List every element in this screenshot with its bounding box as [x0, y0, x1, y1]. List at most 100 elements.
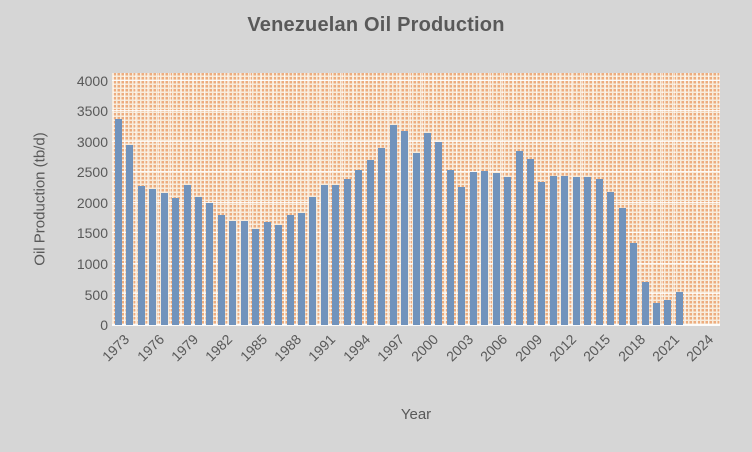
gridline-vertical [398, 73, 400, 325]
gridline-vertical [249, 73, 251, 325]
bar-1999 [412, 153, 420, 325]
bar-2008 [515, 150, 523, 325]
x-tick-label: 2021 [648, 331, 683, 365]
gridline-vertical [570, 73, 572, 325]
bar-2021 [664, 299, 672, 325]
gridline-vertical [490, 73, 492, 325]
gridline-vertical [330, 73, 332, 325]
bar-1988 [286, 214, 294, 325]
gridline-vertical [307, 73, 309, 325]
bar-1995 [366, 160, 374, 325]
plot-area [112, 73, 721, 325]
gridline-vertical [627, 73, 629, 325]
gridline-vertical [616, 73, 618, 325]
bar-1978 [172, 198, 180, 325]
gridline-vertical [604, 73, 606, 325]
bar-1981 [206, 202, 214, 325]
gridline-vertical [215, 73, 217, 325]
bar-2005 [481, 170, 489, 325]
bar-2020 [652, 303, 660, 325]
gridline-vertical [341, 73, 343, 325]
y-tick-label: 1500 [76, 225, 108, 242]
bar-1976 [149, 188, 157, 325]
gridline-vertical [639, 73, 641, 325]
y-tick-label: 3000 [76, 133, 108, 150]
bar-1974 [126, 144, 134, 325]
bar-1983 [229, 221, 237, 325]
x-tick-label: 1985 [236, 331, 271, 365]
gridline-vertical [444, 73, 446, 325]
bar-1989 [298, 213, 305, 325]
gridline-vertical [364, 73, 366, 325]
bar-2004 [469, 172, 477, 325]
bar-1982 [217, 214, 225, 325]
y-tick-label: 0 [100, 317, 108, 333]
bar-1977 [160, 192, 168, 325]
gridline-vertical [707, 73, 709, 325]
bar-1986 [263, 222, 271, 325]
gridline-vertical [501, 73, 503, 325]
gridline-vertical [650, 73, 652, 325]
bar-1984 [240, 220, 248, 325]
bar-2018 [630, 242, 638, 325]
gridline-vertical [410, 73, 412, 325]
bar-2002 [446, 169, 454, 325]
bar-1975 [137, 185, 145, 325]
gridline-vertical [421, 73, 423, 325]
gridline-horizontal [112, 79, 720, 81]
gridline-vertical [467, 73, 469, 325]
x-tick-label: 1982 [202, 331, 236, 365]
bar-1998 [401, 131, 409, 325]
bar-2011 [549, 176, 557, 325]
gridline-vertical [478, 73, 480, 325]
chart-title: Venezuelan Oil Production [247, 14, 505, 36]
gridline-vertical [387, 73, 389, 325]
gridline-vertical [593, 73, 595, 325]
gridline-vertical [204, 73, 206, 325]
gridline-vertical [124, 73, 126, 325]
bar-1979 [183, 184, 191, 325]
gridline-vertical [295, 73, 297, 325]
x-tick-label: 2015 [580, 331, 614, 365]
gridline-vertical [582, 73, 584, 325]
x-tick-label: 2009 [511, 331, 545, 365]
y-tick-label: 2000 [76, 194, 108, 211]
gridline-vertical [227, 73, 229, 325]
x-tick-label: 2018 [614, 331, 648, 365]
bar-2007 [504, 176, 512, 325]
gridline-vertical [547, 73, 549, 325]
gridline-vertical [192, 73, 194, 325]
y-tick-label: 3500 [76, 103, 108, 120]
gridline-vertical [318, 73, 320, 325]
bar-2000 [423, 132, 431, 325]
gridline-vertical [272, 73, 274, 325]
x-tick-label: 1991 [305, 331, 339, 365]
bar-2013 [572, 176, 580, 325]
x-tick-label: 2012 [545, 331, 580, 365]
bar-1973 [114, 119, 122, 325]
gridline-vertical [169, 73, 171, 325]
x-tick-label: 1994 [339, 331, 374, 365]
gridline-horizontal [112, 110, 720, 112]
bar-2012 [561, 176, 569, 325]
gridline-vertical [433, 73, 435, 325]
bar-2009 [527, 158, 534, 325]
gridline-vertical [696, 73, 698, 325]
bar-1985 [252, 229, 260, 325]
bar-1993 [343, 179, 351, 325]
gridline-vertical [719, 73, 721, 325]
y-tick-label: 1000 [76, 255, 108, 272]
bar-1994 [355, 169, 363, 325]
bar-1990 [309, 197, 317, 325]
bar-1996 [378, 147, 386, 325]
gridline-vertical [673, 73, 675, 325]
bar-2017 [618, 208, 626, 325]
gridline-vertical [524, 73, 526, 325]
x-axis-title: Year [400, 406, 432, 423]
bar-2006 [492, 172, 500, 325]
x-tick-label: 1976 [133, 331, 167, 365]
gridline-vertical [353, 73, 355, 325]
bar-2022 [675, 291, 683, 325]
x-tick-label: 2000 [408, 331, 442, 365]
